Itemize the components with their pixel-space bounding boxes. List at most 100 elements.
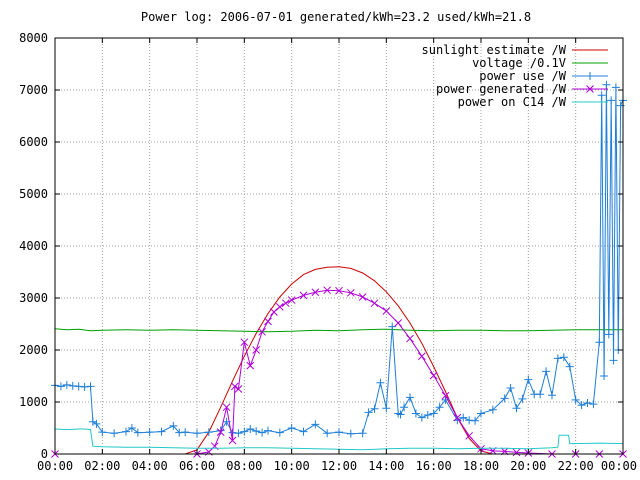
x-tick-label: 10:00 — [274, 459, 310, 473]
cross-marker — [453, 413, 462, 422]
y-tick-label: 8000 — [19, 31, 48, 45]
cross-marker — [358, 293, 367, 301]
plus-marker — [382, 404, 391, 413]
y-tick-label: 0 — [41, 447, 48, 461]
plus-marker — [459, 413, 468, 422]
legend-label: power on C14 /W — [458, 95, 567, 109]
cross-marker — [275, 302, 284, 311]
cross-marker — [299, 291, 308, 300]
cross-marker — [246, 361, 255, 370]
cross-marker — [258, 327, 266, 336]
cross-marker — [287, 296, 296, 304]
plus-marker — [589, 400, 598, 409]
legend-label: power use /W — [479, 69, 566, 83]
series-power-on-c14-w — [54, 428, 624, 451]
plus-marker — [477, 409, 485, 418]
plus-marker — [122, 427, 130, 436]
plus-marker — [258, 428, 267, 437]
x-tick-label: 00:00 — [601, 459, 637, 473]
plus-marker — [92, 419, 101, 428]
plus-marker — [68, 381, 77, 390]
legend-label: voltage /0.1V — [472, 56, 566, 70]
x-tick-label: 02:00 — [84, 459, 120, 473]
cross-marker — [270, 308, 278, 316]
series-line — [55, 289, 623, 455]
plus-marker — [80, 382, 89, 391]
plus-marker — [335, 428, 343, 437]
plus-marker — [234, 429, 243, 438]
legend-label: sunlight estimate /W — [422, 43, 567, 57]
plus-marker — [604, 330, 613, 339]
plus-marker — [157, 427, 166, 436]
cross-marker — [382, 307, 391, 315]
plus-marker — [376, 378, 385, 387]
y-tick-label: 2000 — [19, 343, 48, 357]
plus-marker — [358, 429, 367, 438]
cross-marker — [586, 85, 594, 93]
plus-marker — [518, 394, 527, 403]
plus-marker — [74, 382, 83, 391]
series-line — [54, 428, 624, 451]
x-tick-label: 16:00 — [416, 459, 452, 473]
plus-marker — [299, 427, 308, 436]
plus-marker — [311, 420, 320, 429]
plus-marker — [400, 403, 409, 412]
plus-marker — [411, 409, 420, 418]
plus-marker — [586, 72, 594, 80]
series-line — [54, 328, 623, 333]
cross-marker — [441, 391, 450, 400]
y-tick-label: 4000 — [19, 239, 48, 253]
plus-marker — [181, 428, 190, 437]
plus-marker — [471, 416, 480, 425]
grid — [55, 38, 623, 454]
plus-marker — [536, 390, 545, 399]
cross-marker — [281, 299, 290, 308]
y-tick-label: 7000 — [19, 83, 48, 97]
plus-marker — [553, 354, 562, 363]
plus-marker — [193, 429, 201, 438]
cross-marker — [240, 338, 249, 347]
plus-marker — [406, 393, 414, 402]
plus-marker — [465, 416, 474, 425]
plus-marker — [609, 356, 618, 365]
axes: 0 1000 2000 3000 4000 5000 6000 7000 8000 00:00 02… — [19, 31, 637, 473]
x-tick-label: 06:00 — [179, 459, 215, 473]
plus-marker — [602, 80, 611, 89]
plus-marker — [607, 96, 616, 105]
plus-marker — [252, 427, 261, 436]
cross-marker — [417, 352, 426, 361]
plus-marker — [133, 428, 142, 437]
plus-marker — [346, 429, 355, 438]
x-tick-label: 00:00 — [37, 459, 73, 473]
plus-marker — [506, 383, 515, 392]
x-tick-label: 04:00 — [132, 459, 168, 473]
plus-marker — [169, 421, 178, 430]
plus-marker — [435, 403, 444, 412]
cross-marker — [406, 334, 414, 343]
series-voltage-0-1v — [54, 328, 623, 333]
plus-marker — [110, 429, 119, 438]
plus-marker — [204, 428, 213, 437]
plus-marker — [88, 417, 97, 426]
plus-marker — [524, 375, 533, 384]
x-tick-label: 14:00 — [368, 459, 404, 473]
cross-marker — [512, 448, 521, 457]
cross-marker — [370, 299, 379, 308]
cross-marker — [252, 346, 261, 354]
x-tick-label: 22:00 — [558, 459, 594, 473]
x-tick-label: 08:00 — [226, 459, 262, 473]
plus-marker — [559, 353, 568, 362]
plus-marker — [56, 382, 65, 391]
plus-marker — [429, 409, 438, 418]
y-tick-label: 1000 — [19, 395, 48, 409]
x-tick-label: 12:00 — [321, 459, 357, 473]
x-tick-label: 18:00 — [463, 459, 499, 473]
plus-marker — [565, 362, 574, 371]
plus-marker — [62, 380, 71, 389]
plus-marker — [577, 401, 586, 410]
plus-marker — [98, 428, 107, 437]
plus-marker — [597, 91, 606, 100]
cross-marker — [429, 371, 438, 380]
chart-title: Power log: 2006-07-01 generated/kWh=23.2… — [141, 10, 531, 24]
plus-marker — [370, 404, 379, 413]
